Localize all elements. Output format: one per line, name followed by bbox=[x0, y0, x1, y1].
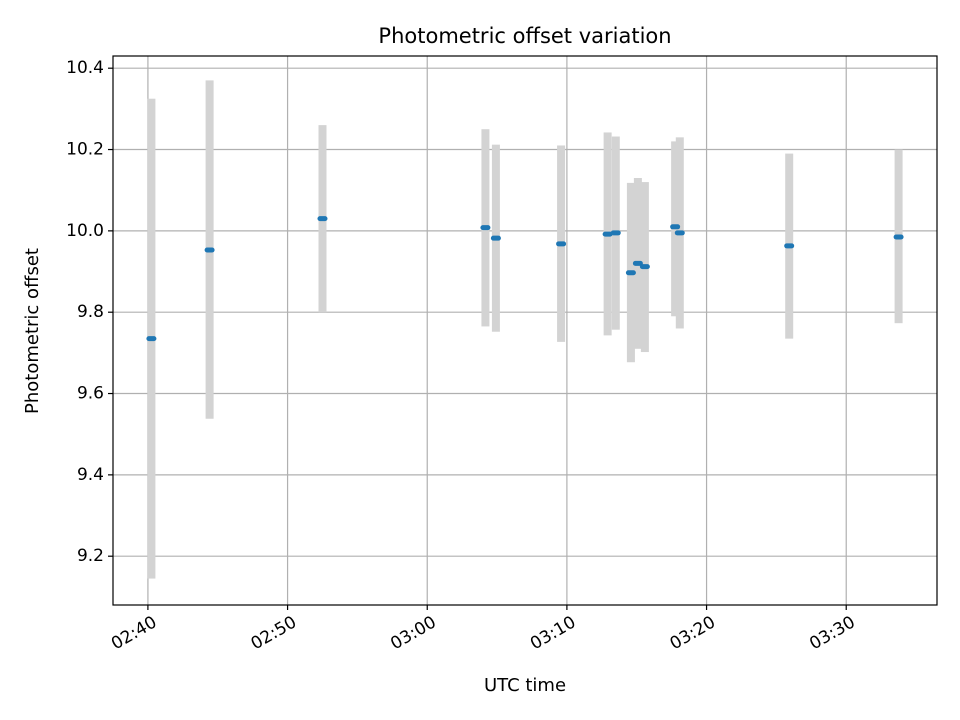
data-point bbox=[556, 241, 567, 247]
grid bbox=[113, 56, 937, 605]
data-point bbox=[146, 336, 157, 342]
data-point bbox=[632, 260, 643, 266]
data-point bbox=[490, 235, 501, 241]
y-tick-label: 9.6 bbox=[77, 384, 104, 404]
y-tick-label: 9.2 bbox=[77, 546, 104, 566]
data-point bbox=[204, 247, 215, 253]
y-axis-ticks: 9.2 9.4 9.6 9.8 10.0 10.2 10.4 bbox=[66, 58, 113, 566]
data-point bbox=[674, 230, 685, 236]
data-point bbox=[610, 230, 621, 236]
data-point bbox=[639, 264, 650, 270]
y-axis-label: Photometric offset bbox=[22, 248, 43, 414]
chart-title: Photometric offset variation bbox=[378, 24, 671, 48]
y-tick-label: 9.4 bbox=[77, 465, 104, 485]
data-point bbox=[480, 225, 491, 231]
data-point bbox=[625, 270, 636, 276]
data-point bbox=[317, 216, 328, 222]
data-point bbox=[893, 234, 904, 240]
x-axis-label: UTC time bbox=[484, 675, 566, 696]
y-tick-label: 9.8 bbox=[77, 302, 104, 322]
data-point bbox=[784, 243, 795, 249]
data-points bbox=[146, 216, 904, 342]
data-point bbox=[670, 224, 681, 230]
data-point bbox=[602, 231, 613, 237]
y-tick-label: 10.0 bbox=[66, 221, 104, 241]
plot-frame bbox=[112, 55, 938, 606]
y-tick-label: 10.4 bbox=[66, 58, 104, 78]
y-tick-label: 10.2 bbox=[66, 140, 104, 160]
